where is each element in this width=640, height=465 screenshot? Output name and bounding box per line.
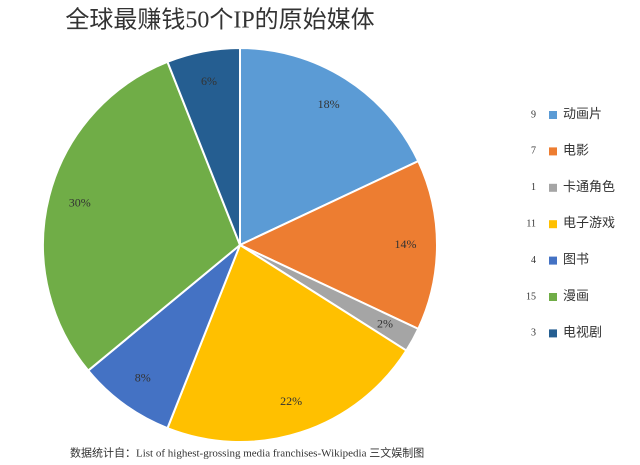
legend-count: 15 <box>526 291 536 302</box>
legend-label: 卡通角色 <box>563 179 615 194</box>
legend-label: 动画片 <box>563 106 602 121</box>
legend-label: 图书 <box>563 252 589 267</box>
data-label: 2% <box>377 316 393 330</box>
legend-swatch <box>549 220 557 229</box>
legend-swatch <box>549 256 557 265</box>
chart-title: 全球最赚钱50个IP的原始媒体 <box>65 7 374 34</box>
pie-slice <box>239 46 420 247</box>
legend-count: 11 <box>526 218 536 229</box>
legend-swatch <box>549 329 557 338</box>
legend-count: 4 <box>531 255 536 266</box>
legend-count: 3 <box>531 328 536 339</box>
pie-slice <box>42 60 242 372</box>
pie-slice <box>86 244 241 430</box>
legend-count: 9 <box>531 109 536 120</box>
data-label: 22% <box>280 394 302 408</box>
legend-label: 电子游戏 <box>563 215 615 230</box>
legend-count: 7 <box>531 146 536 157</box>
legend-count: 1 <box>531 182 536 193</box>
data-label: 8% <box>135 371 151 385</box>
legend-swatch <box>549 183 557 192</box>
source-note: 数据统计自：List of highest-grossing media fra… <box>70 446 424 460</box>
legend-swatch <box>549 147 557 156</box>
data-label: 14% <box>394 237 416 251</box>
legend-label: 电视剧 <box>563 324 602 339</box>
data-label: 6% <box>201 74 217 88</box>
legend-label: 电影 <box>563 142 589 157</box>
pie-slice <box>166 46 241 246</box>
data-label: 18% <box>318 97 340 111</box>
legend-label: 漫画 <box>563 288 589 303</box>
pie-slice <box>166 243 408 443</box>
pie-slice <box>237 159 438 331</box>
legend-swatch <box>549 293 557 301</box>
legend-swatch <box>549 111 557 119</box>
data-label: 30% <box>69 196 91 210</box>
